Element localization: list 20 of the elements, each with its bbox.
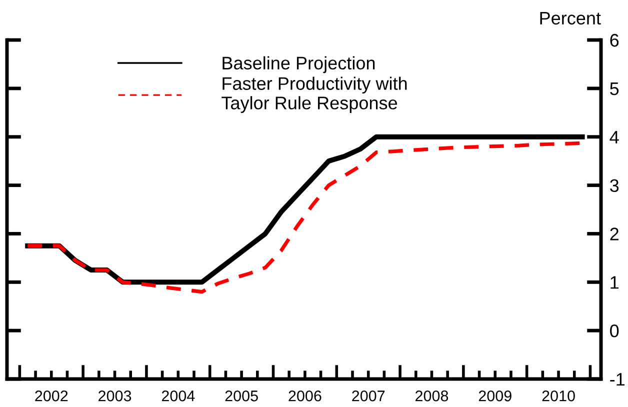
y-tick-label: 2 xyxy=(610,228,618,240)
x-tick-label: 2002 xyxy=(35,390,68,402)
x-tick-label: 2009 xyxy=(478,390,512,402)
y-tick-label: 4 xyxy=(610,130,619,144)
y-tick-label: 5 xyxy=(610,82,619,96)
x-tick-label: 2005 xyxy=(225,390,258,402)
x-tick-label: 2008 xyxy=(416,390,448,402)
y-axis-title: Percent xyxy=(540,12,601,25)
x-tick-label: 2010 xyxy=(542,390,575,402)
y-tick-label: 6 xyxy=(610,34,619,47)
legend-label: Faster Productivity with Taylor Rule Response xyxy=(222,76,407,113)
x-tick-label: 2003 xyxy=(98,390,132,402)
y-tick-label: -1 xyxy=(610,373,625,386)
y-tick-label: 0 xyxy=(610,324,619,338)
x-tick-label: 2007 xyxy=(352,390,385,402)
y-tick-label: 1 xyxy=(610,276,618,289)
legend-label: Baseline Projection xyxy=(222,56,375,74)
x-tick-label: 2006 xyxy=(288,390,322,402)
y-tick-label: 3 xyxy=(610,179,619,192)
x-tick-label: 2004 xyxy=(162,390,195,402)
